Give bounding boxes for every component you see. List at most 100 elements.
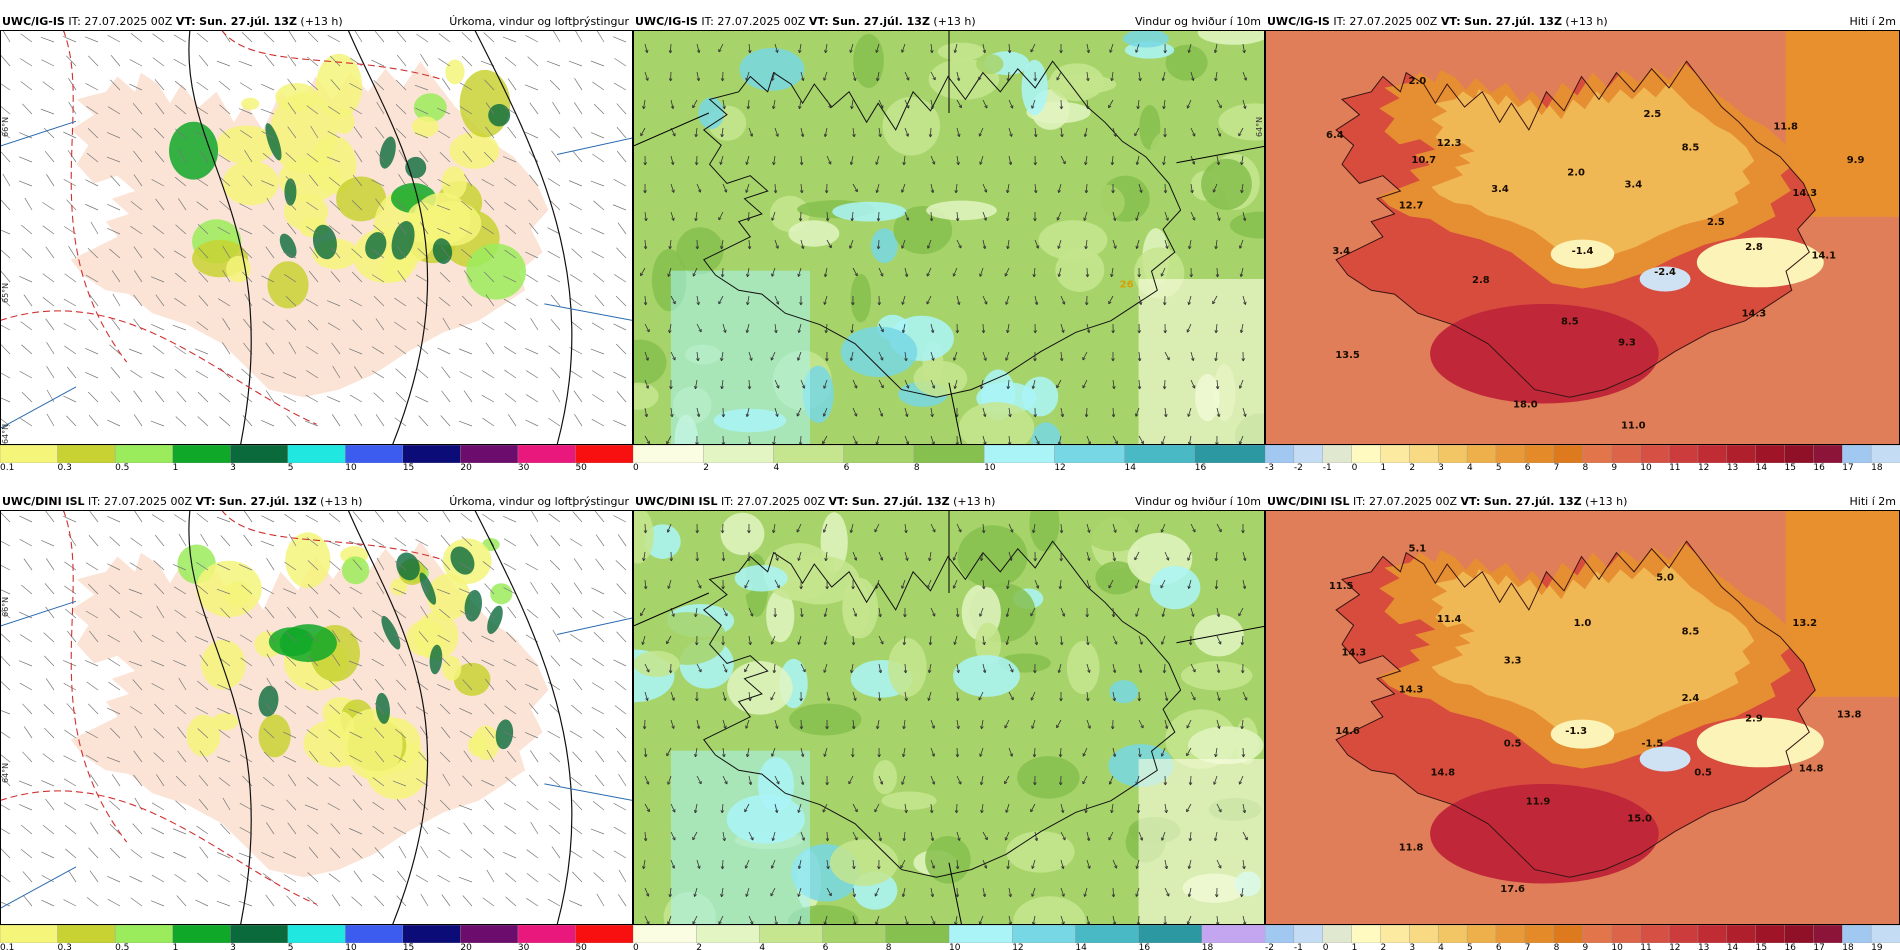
scale-tick-label: 5: [287, 463, 294, 472]
color-scale-segment: [1409, 445, 1439, 463]
vt-label: VT:: [175, 15, 196, 28]
scale-tick-label: 18: [1842, 943, 1854, 950]
scale-tick-label: 0: [633, 943, 639, 950]
color-scale-ticks: 0 2 4 6 8 10 12 14 16: [633, 463, 1265, 472]
weather-map[interactable]: 2.0 6.4 12.310.7 2.5 11.8 9.9 8.5 3.4 2.0 3.4 14.3…: [1265, 30, 1900, 445]
precip-area: [390, 578, 408, 596]
scale-tick-label: 12: [1012, 943, 1024, 950]
color-scale-segment: [1075, 925, 1140, 943]
scale-tick-label: 8: [913, 463, 920, 472]
lead-time: (+13 h): [1585, 495, 1628, 508]
color-scale-segment: [1784, 925, 1815, 943]
scale-tick-label: 18: [1201, 943, 1214, 950]
vt-value: Sun. 27.júl. 13Z: [218, 495, 317, 508]
precip-area: [315, 53, 363, 119]
color-scale-segment: [517, 445, 577, 463]
temperature-label: 12.3: [1437, 138, 1462, 149]
it-label: IT:: [68, 15, 81, 28]
vt-label: VT:: [1440, 15, 1461, 28]
panel-title: UWC/IG-IS IT: 27.07.2025 00Z VT: Sun. 27…: [2, 14, 629, 30]
color-scale-segment: [1668, 925, 1699, 943]
scale-tick-label: 1: [172, 943, 179, 950]
lead-time: (+13 h): [933, 15, 976, 28]
weather-map[interactable]: [0, 510, 633, 925]
scale-tick-label: 11: [1669, 463, 1681, 472]
product-name: Hiti í 2m: [1849, 15, 1896, 28]
product-name: Úrkoma, vindur og loftþrýstingur: [449, 15, 629, 28]
scale-tick-label: 0.1: [0, 463, 15, 472]
scale-tick-label: 5: [1467, 943, 1473, 950]
color-scale-segment: [1582, 925, 1613, 943]
precip-area: [411, 116, 439, 138]
color-scale-segment: [1726, 445, 1757, 463]
temperature-label: 18.0: [1513, 400, 1538, 411]
scale-tick-label: 15: [402, 943, 415, 950]
it-label: IT:: [1333, 15, 1346, 28]
product-name: Vindur og hviður í 10m: [1134, 495, 1261, 508]
temperature-label: 10.7: [1411, 155, 1436, 166]
scale-tick-label: 14: [1755, 463, 1768, 472]
temperature-label: -2.4: [1654, 267, 1676, 278]
color-scale-bar: [633, 925, 1265, 943]
model-name: UWC/DINI ISL: [1267, 495, 1350, 508]
panel-title: UWC/DINI ISL IT: 27.07.2025 00Z VT: Sun.…: [1267, 494, 1896, 510]
color-scale-segment: [1640, 445, 1670, 463]
scale-tick-label: 4: [759, 943, 766, 950]
color-scale-segment: [575, 925, 633, 943]
scale-tick-label: 8: [885, 943, 892, 950]
temperature-label: 8.5: [1682, 627, 1700, 638]
vt-value: Sun. 27.júl. 13Z: [199, 15, 297, 28]
color-scale-ticks: 0.1 0.3 0.5 1 3 5 10 15 20 30 50: [0, 463, 633, 472]
color-scale-segment: [0, 925, 59, 943]
color-scale-segment: [287, 445, 346, 463]
scale-tick-label: 5: [287, 943, 294, 950]
color-scale-segment: [1611, 445, 1641, 463]
latitude-label: 66°N: [1, 597, 10, 618]
color-scale-segment: [1265, 925, 1295, 943]
weather-map[interactable]: 5.1 11.5 5.0 11.4 1.0 8.5 13.2 14.3 3.3 14.3 2.4 2.…: [1265, 510, 1900, 925]
temperature-label: 11.5: [1329, 581, 1354, 592]
scale-tick-label: 1: [1351, 943, 1358, 950]
product-name: Hiti í 2m: [1849, 495, 1896, 508]
temperature-label: -1.5: [1641, 739, 1663, 750]
color-scale-segment: [1409, 925, 1439, 943]
temperature-label: 6.4: [1326, 130, 1344, 141]
weather-map[interactable]: [0, 30, 633, 445]
temperature-label: 3.3: [1504, 656, 1522, 667]
latitude-label: 65°N: [1, 283, 10, 304]
precip-area: [427, 573, 471, 621]
precip-area: [445, 59, 465, 85]
color-scale-segment: [1351, 925, 1382, 943]
weather-map[interactable]: 26: [633, 30, 1265, 445]
precip-area: [467, 734, 488, 757]
temperature-label: 14.8: [1430, 768, 1455, 779]
color-scale-segment: [229, 925, 289, 943]
scale-tick-label: 4: [773, 463, 780, 472]
color-scale-segment: [1351, 445, 1382, 463]
color-scale-segment: [114, 445, 174, 463]
precip-area: [258, 714, 291, 758]
color-scale-segment: [57, 925, 116, 943]
scale-tick-label: 8: [1582, 463, 1589, 472]
latitude-label: 64°N: [1, 424, 10, 445]
temperature-label: 5.0: [1656, 573, 1674, 584]
color-scale-segment: [822, 925, 887, 943]
model-name: UWC/DINI ISL: [2, 495, 85, 508]
it-value: 27.07.2025 00Z: [717, 15, 806, 28]
temperature-label: -1.3: [1565, 726, 1587, 737]
scale-tick-label: 19: [1871, 943, 1883, 950]
model-name: UWC/IG-IS: [2, 15, 65, 28]
color-scale-bar: [1265, 445, 1900, 463]
precip-area: [216, 125, 276, 164]
precip-area: [343, 708, 403, 780]
scale-tick-label: 14: [1124, 463, 1136, 472]
color-scale-segment: [229, 445, 289, 463]
temperature-label: 2.5: [1643, 109, 1661, 120]
weather-map[interactable]: [633, 510, 1265, 925]
it-value: 27.07.2025 00Z: [737, 495, 826, 508]
it-label: IT:: [88, 495, 101, 508]
color-scale-segment: [633, 925, 697, 943]
temperature-label: 14.6: [1335, 726, 1360, 737]
model-name: UWC/IG-IS: [1267, 15, 1330, 28]
scale-tick-label: 6: [1495, 943, 1502, 950]
